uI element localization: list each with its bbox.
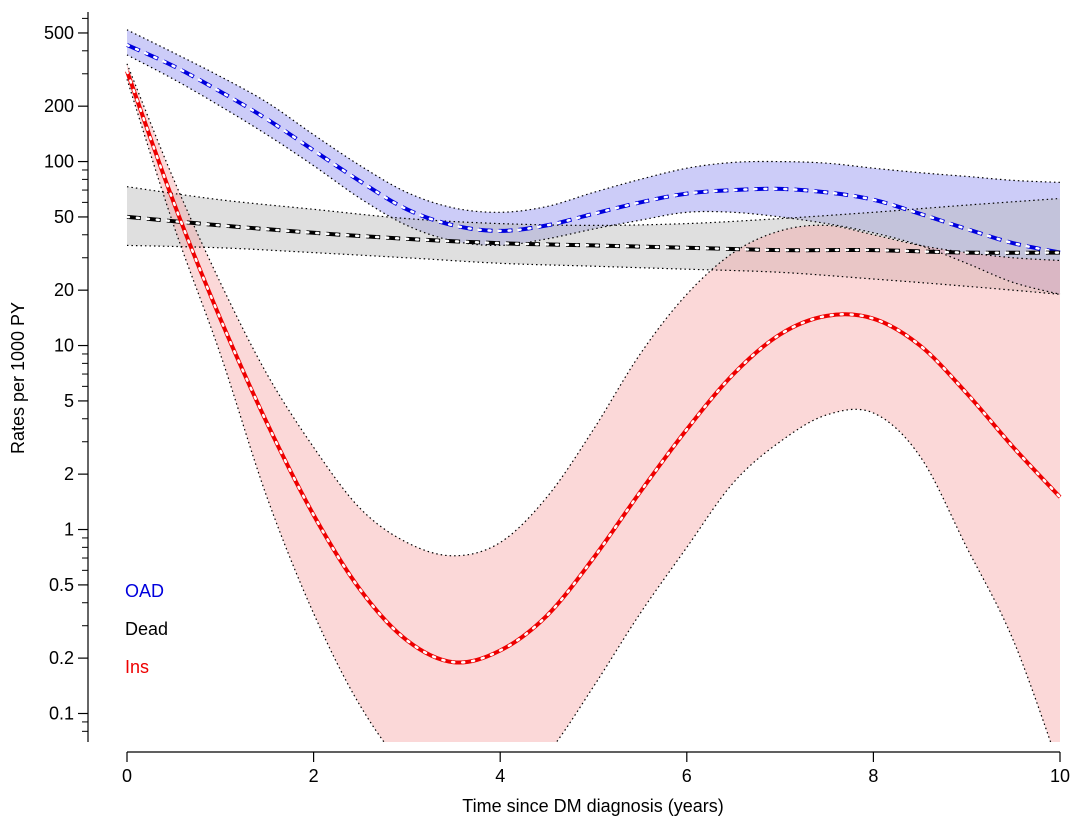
upper-bound-oad — [126, 29, 1061, 213]
band-oad — [127, 29, 1060, 295]
band-dead — [127, 186, 1060, 295]
overlay-ins — [125, 69, 1062, 664]
x-tick-label: 8 — [868, 766, 878, 786]
confidence-bands — [127, 29, 1060, 742]
y-tick-label: 100 — [44, 152, 74, 172]
upper-bound-ins — [126, 63, 1061, 557]
x-axis-title: Time since DM diagnosis (years) — [462, 796, 723, 816]
lower-bound-dead — [126, 244, 1061, 295]
x-tick-label: 0 — [122, 766, 132, 786]
y-tick-label: 0.5 — [49, 575, 74, 595]
band-ins — [127, 63, 1060, 742]
x-tick-label: 2 — [309, 766, 319, 786]
overlay-dead — [125, 215, 1062, 255]
y-tick-label: 2 — [64, 464, 74, 484]
axes: 0.1 0.2 0.5 1 2 5 10 20 50 100 200 500 0 2 4 6 8 10 — [44, 12, 1070, 786]
y-tick-label: 1 — [64, 520, 74, 540]
y-tick-label: 500 — [44, 23, 74, 43]
line-dead — [126, 214, 1061, 255]
x-tick-label: 10 — [1050, 766, 1070, 786]
y-tick-label: 20 — [54, 280, 74, 300]
upper-bound-dead — [126, 186, 1061, 227]
confidence-bound-lines — [126, 29, 1061, 742]
x-tick-label: 6 — [682, 766, 692, 786]
y-tick-label: 200 — [44, 96, 74, 116]
legend-label-ins: Ins — [125, 657, 149, 677]
y-tick-label: 5 — [64, 391, 74, 411]
x-tick-label: 4 — [495, 766, 505, 786]
legend-label-dead: Dead — [125, 619, 168, 639]
rate-curves — [125, 43, 1062, 665]
y-axis-title: Rates per 1000 PY — [8, 302, 28, 454]
y-tick-label: 0.2 — [49, 648, 74, 668]
y-tick-label: 50 — [54, 207, 74, 227]
lower-bound-ins — [126, 79, 1052, 742]
y-tick-label: 0.1 — [49, 704, 74, 724]
legend-label-oad: OAD — [125, 581, 164, 601]
y-tick-label: 10 — [54, 336, 74, 356]
